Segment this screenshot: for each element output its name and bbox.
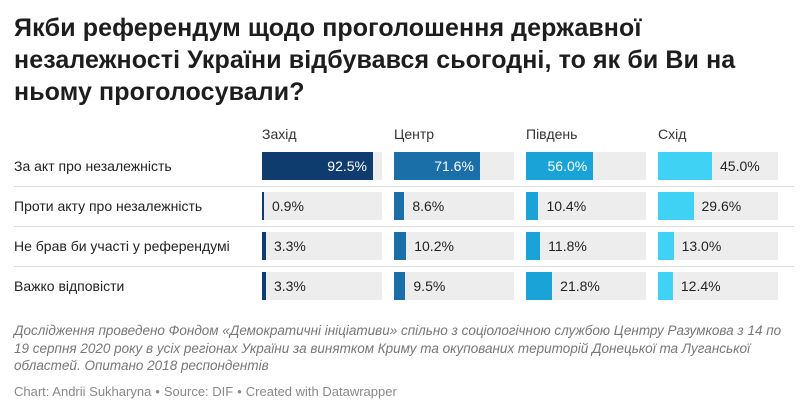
row-label: Важко відповісти (14, 278, 125, 294)
credit-created-with: Created with Datawrapper (245, 384, 397, 399)
bar-track: 10.2% (394, 232, 514, 260)
bar-track: 3.3% (262, 272, 382, 300)
credit-separator: • (155, 384, 160, 399)
bar-track: 12.4% (658, 272, 778, 300)
bar-track: 29.6% (658, 192, 778, 220)
bar (394, 232, 407, 260)
data-label: 45.0% (720, 158, 760, 174)
column-header: Центр (394, 126, 435, 142)
bar (394, 272, 406, 300)
bar (658, 272, 673, 300)
row-label: Не брав би участі у референдумі (14, 238, 230, 254)
bar-track: 3.3% (262, 232, 382, 260)
data-label: 10.2% (414, 238, 454, 254)
bar (262, 232, 266, 260)
bar (526, 192, 539, 220)
bar (658, 232, 674, 260)
data-label: 29.6% (701, 198, 742, 214)
data-label: 21.8% (560, 278, 600, 294)
data-label: 92.5% (327, 158, 367, 174)
table-row: Не брав би участі у референдумі 3.3% 10.2%… (14, 226, 794, 266)
bar-track: 92.5% (262, 152, 382, 180)
table-row: Важко відповісти 3.3% 9.5% 21.8% 12.4% (14, 266, 794, 306)
row-label: За акт про незалежність (14, 158, 172, 174)
chart-credit: Chart: Andrii Sukharyna • Source: DIF • Crea… (14, 384, 397, 399)
data-label: 0.9% (272, 198, 304, 214)
bar (262, 192, 264, 220)
column-header: Захід (262, 126, 297, 142)
table-row: За акт про незалежність 92.5% 71.6% 56.0% 45… (14, 146, 794, 186)
bar (262, 272, 266, 300)
credit-separator: • (237, 384, 242, 399)
data-label: 13.0% (681, 238, 722, 254)
chart-title: Якби референдум щодо проголошення держав… (14, 14, 736, 106)
bar-track: 9.5% (394, 272, 514, 300)
credit-author: Chart: Andrii Sukharyna (14, 384, 152, 399)
bar-track: 8.6% (394, 192, 514, 220)
bar (394, 152, 480, 180)
data-label: 71.6% (434, 158, 474, 174)
data-label: 3.3% (273, 278, 306, 294)
table-row: Проти акту про незалежність 0.9% 8.6% 10.4%… (14, 186, 794, 226)
row-divider (14, 226, 794, 227)
data-label: 56.0% (547, 158, 588, 174)
data-label: 8.6% (412, 198, 445, 214)
column-header: Південь (526, 126, 578, 142)
bar-track: 0.9% (262, 192, 382, 220)
row-label: Проти акту про незалежність (14, 198, 203, 214)
bar (262, 152, 373, 180)
row-divider (14, 266, 794, 267)
credit-source: Source: DIF (163, 384, 234, 399)
data-label: 10.4% (546, 198, 587, 214)
bar (526, 232, 541, 260)
column-header: Схід (658, 126, 687, 142)
data-label: 9.5% (413, 278, 446, 294)
bar (394, 192, 405, 220)
bar-track: 56.0% (526, 152, 646, 180)
bar-track: 11.8% (526, 232, 646, 260)
row-divider (14, 186, 794, 187)
bar-track: 10.4% (526, 192, 646, 220)
bar-track: 71.6% (394, 152, 514, 180)
bar (526, 152, 594, 180)
bar (526, 272, 553, 300)
chart-table: Захід Центр Південь Схід За акт про незалежн… (0, 120, 808, 320)
data-label: 11.8% (548, 238, 587, 254)
data-label: 3.3% (273, 238, 306, 254)
bar (658, 152, 712, 180)
bar-track: 13.0% (658, 232, 778, 260)
bar-track: 45.0% (658, 152, 778, 180)
bar (658, 192, 694, 220)
chart-notes: Дослідження проведено Фондом «Демократич… (14, 323, 782, 373)
bar-track: 21.8% (526, 272, 646, 300)
data-label: 12.4% (680, 278, 721, 294)
